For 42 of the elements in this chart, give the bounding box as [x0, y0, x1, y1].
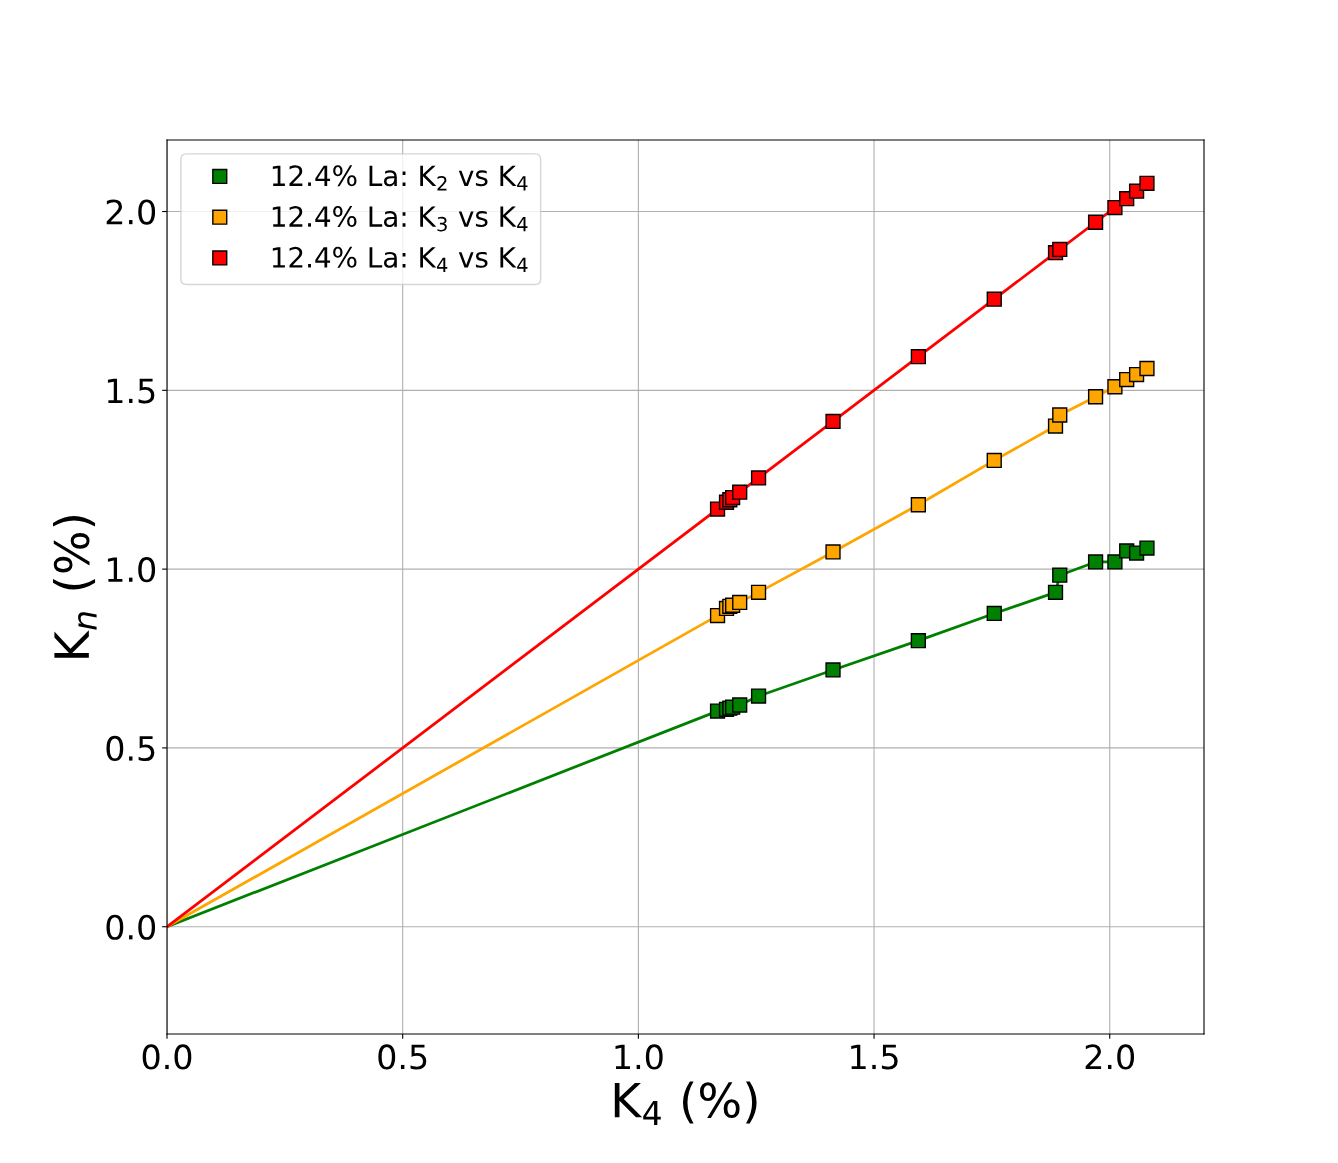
point	[750, 470, 767, 486]
point	[1052, 241, 1068, 258]
point	[732, 484, 748, 500]
point	[750, 688, 767, 704]
x-tick-label: 0.0	[142, 1044, 192, 1070]
y-tick-label: 1.5	[107, 378, 155, 404]
y-tick-label: 0.5	[106, 735, 155, 762]
point	[1139, 175, 1155, 191]
point	[825, 662, 841, 678]
point	[1087, 214, 1104, 230]
point	[1087, 389, 1104, 405]
point	[1052, 407, 1068, 423]
point	[910, 633, 926, 649]
point	[986, 605, 1002, 622]
y-tick-label: 1.0	[107, 557, 156, 583]
point	[910, 497, 926, 513]
y-axis-title: K$_{n}$ (%)	[53, 515, 97, 658]
y-tick-label: 0.0	[106, 914, 156, 940]
point	[986, 291, 1002, 307]
legend-label: 12.4% La: K$_{3}$ vs K$_{4}$	[272, 206, 528, 232]
point	[750, 584, 767, 601]
point	[1107, 199, 1123, 216]
x-tick-label: 0.5	[378, 1044, 427, 1070]
point	[1139, 540, 1155, 556]
x-tick-label: 1.5	[851, 1044, 898, 1070]
point	[1052, 567, 1068, 583]
point	[825, 544, 841, 560]
x-tick-label: 1.0	[615, 1044, 663, 1070]
y-tick-label: 2.0	[106, 199, 156, 225]
x-axis-title: K$_{4}$ (%)	[614, 1081, 757, 1126]
point	[1087, 554, 1104, 570]
point	[1139, 360, 1155, 377]
legend-label: 12.4% La: K$_{2}$ vs K$_{4}$	[272, 165, 528, 191]
point	[1047, 584, 1064, 601]
point	[1107, 554, 1123, 570]
point	[732, 594, 748, 611]
point	[825, 413, 841, 430]
x-tick-label: 2.0	[1085, 1044, 1135, 1070]
point	[732, 697, 748, 713]
legend-label: 12.4% La: K$_{4}$ vs K$_{4}$	[272, 246, 528, 272]
point	[986, 452, 1002, 469]
point	[910, 349, 926, 365]
